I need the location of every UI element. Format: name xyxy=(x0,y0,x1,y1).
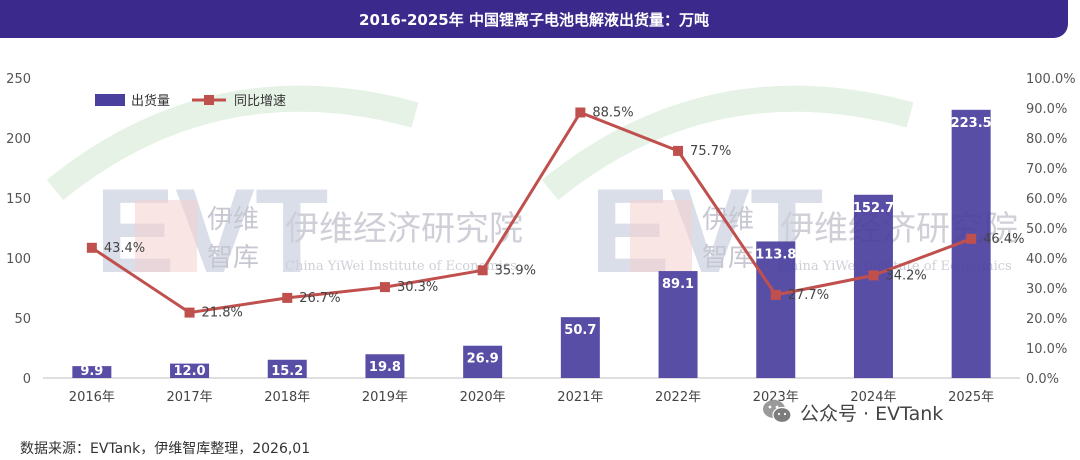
growth-data-label: 46.4% xyxy=(983,232,1024,247)
bar xyxy=(72,366,112,378)
growth-data-label: 34.2% xyxy=(885,268,926,283)
growth-point xyxy=(868,270,879,281)
growth-line xyxy=(91,110,972,315)
bar-data-label: 152.7 xyxy=(853,201,894,216)
watermark-logo-cn-2: 智库 xyxy=(702,243,754,273)
y-right-tick-label: 70.0% xyxy=(1026,162,1067,177)
bar xyxy=(267,359,307,378)
watermark-cn: 伊维经济研究院 xyxy=(285,209,523,249)
x-tick-label: 2025年 xyxy=(948,390,994,405)
growth-point xyxy=(966,233,977,244)
bar xyxy=(463,345,503,378)
y-left-tick-label: 200 xyxy=(6,132,31,147)
growth-point xyxy=(379,282,390,293)
x-tick-label: 2016年 xyxy=(69,390,115,405)
bar xyxy=(756,241,796,378)
y-right-tick-label: 60.0% xyxy=(1026,192,1067,207)
legend-line-label: 同比增速 xyxy=(234,94,286,109)
watermark-logo-cn-1: 伊维 xyxy=(207,205,259,235)
y-right-tick-label: 80.0% xyxy=(1026,132,1067,147)
bar-data-label: 89.1 xyxy=(662,277,694,292)
x-tick-label: 2021年 xyxy=(557,390,603,405)
chart-title: 2016-2025年 中国锂离子电池电解液出货量：万吨 xyxy=(0,0,1068,38)
growth-point xyxy=(184,307,195,318)
growth-point xyxy=(86,242,97,253)
y-right-tick-label: 50.0% xyxy=(1026,222,1067,237)
watermark-logo-square xyxy=(630,200,692,272)
x-tick-label: 2024年 xyxy=(850,390,896,405)
bar-data-label: 12.0 xyxy=(174,364,206,379)
growth-point xyxy=(770,289,781,300)
bar-data-label: 50.7 xyxy=(564,323,596,338)
data-source: 数据来源：EVTank，伊维智库整理，2026,01 xyxy=(20,441,311,457)
bar-data-label: 113.8 xyxy=(755,247,796,262)
watermark-logo-cn-2: 智库 xyxy=(207,243,259,273)
bar-data-label: 26.9 xyxy=(467,352,499,367)
y-left-tick-label: 100 xyxy=(6,252,31,267)
x-tick-label: 2018年 xyxy=(264,390,310,405)
watermark-swoosh xyxy=(541,85,914,201)
x-tick-label: 2022年 xyxy=(655,390,701,405)
growth-data-label: 35.9% xyxy=(495,263,536,278)
brand-text: 公众号 · EVTank xyxy=(800,402,944,425)
growth-data-label: 88.5% xyxy=(592,106,633,121)
bar xyxy=(853,194,893,378)
bar xyxy=(365,354,405,378)
bar-data-label: 15.2 xyxy=(271,364,303,379)
y-right-tick-label: 90.0% xyxy=(1026,102,1067,117)
growth-point xyxy=(282,292,293,303)
growth-data-label: 75.7% xyxy=(690,144,731,159)
bar xyxy=(658,271,698,378)
y-left-tick-label: 250 xyxy=(6,72,31,87)
growth-point xyxy=(575,107,586,118)
x-tick-label: 2017年 xyxy=(167,390,213,405)
x-tick-label: 2020年 xyxy=(460,390,506,405)
watermark-logo-cn-1: 伊维 xyxy=(702,205,754,235)
watermark-logo-square xyxy=(135,200,197,272)
bar-data-label: 9.9 xyxy=(80,364,103,379)
bar xyxy=(560,317,600,378)
legend-line-marker xyxy=(204,95,214,105)
watermark-en: China YiWei Institute of Economics xyxy=(285,259,517,274)
y-right-tick-label: 100.0% xyxy=(1026,72,1076,87)
y-left-tick-label: 0 xyxy=(23,372,31,387)
legend-bar-label: 出货量 xyxy=(131,93,170,109)
growth-data-label: 27.7% xyxy=(788,288,829,303)
bar xyxy=(170,363,210,378)
y-right-tick-label: 20.0% xyxy=(1026,312,1067,327)
x-tick-label: 2023年 xyxy=(753,390,799,405)
growth-point xyxy=(673,145,684,156)
legend-bar-swatch xyxy=(95,94,125,106)
growth-point xyxy=(477,265,488,276)
y-right-tick-label: 10.0% xyxy=(1026,342,1067,357)
watermark-swoosh xyxy=(46,85,419,201)
bar-data-label: 223.5 xyxy=(951,116,992,131)
growth-data-label: 26.7% xyxy=(299,291,340,306)
y-left-tick-label: 150 xyxy=(6,192,31,207)
y-left-tick-label: 50 xyxy=(14,312,31,327)
growth-data-label: 30.3% xyxy=(397,280,438,295)
bar-data-label: 19.8 xyxy=(369,360,401,375)
x-tick-label: 2019年 xyxy=(362,390,408,405)
growth-data-label: 21.8% xyxy=(202,306,243,321)
y-right-tick-label: 40.0% xyxy=(1026,252,1067,267)
brand: 公众号 · EVTank xyxy=(762,398,943,426)
wechat-icon xyxy=(763,400,792,424)
y-right-tick-label: 0.0% xyxy=(1026,372,1059,387)
y-right-tick-label: 30.0% xyxy=(1026,282,1067,297)
growth-data-label: 43.4% xyxy=(104,241,145,256)
